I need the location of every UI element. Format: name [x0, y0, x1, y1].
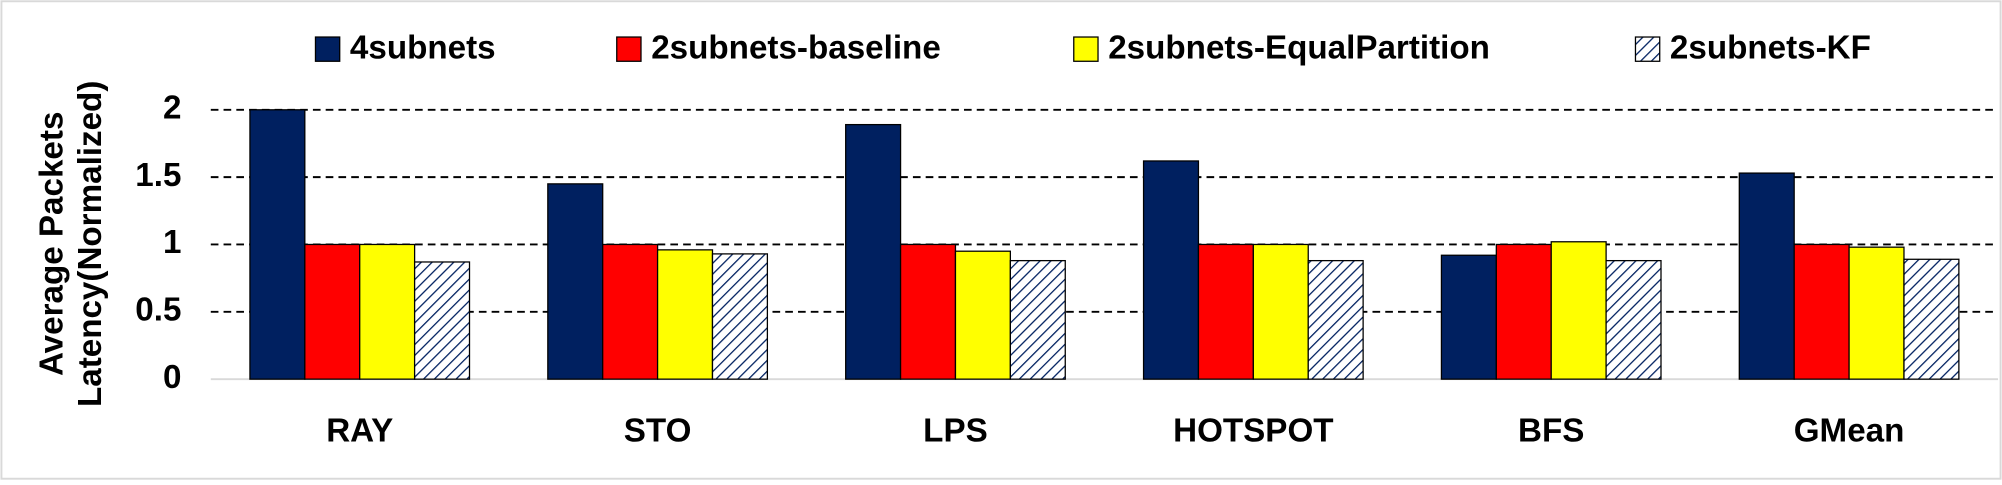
bar: [304, 243, 361, 380]
legend-label: 2subnets-EqualPartition: [1108, 30, 1490, 67]
y-tick-label: 1.5: [135, 157, 181, 194]
bar: [1009, 259, 1066, 380]
bar: [1197, 243, 1254, 380]
bar: [602, 243, 659, 380]
x-tick-label: LPS: [923, 413, 988, 450]
y-tick-label: 1: [163, 224, 181, 261]
bar: [711, 253, 769, 380]
legend-label: 4subnets: [350, 30, 496, 67]
bar: [954, 250, 1011, 380]
legend-swatch: [616, 36, 642, 62]
x-tick-label: GMean: [1794, 413, 1905, 450]
bar: [1142, 160, 1200, 380]
x-tick-label: RAY: [326, 413, 393, 450]
bar: [359, 243, 416, 380]
bar: [1307, 259, 1364, 380]
legend-label: 2subnets-baseline: [651, 30, 941, 67]
legend-label: 2subnets-KF: [1670, 30, 1871, 67]
bar: [1440, 254, 1497, 380]
bar: [1605, 259, 1662, 380]
bar: [1252, 243, 1309, 380]
x-tick-label: BFS: [1518, 413, 1584, 450]
bar: [1550, 241, 1607, 380]
bar: [1738, 172, 1795, 380]
legend-swatch: [314, 36, 341, 62]
y-tick-label: 0.5: [135, 292, 181, 329]
legend-swatch: [1073, 36, 1099, 62]
y-tick-label: 0: [163, 359, 181, 396]
bar: [413, 261, 471, 380]
y-axis-label: Average Packets: [34, 112, 71, 376]
bar: [1495, 243, 1552, 380]
bar: [547, 183, 604, 380]
legend-swatch: [1634, 36, 1661, 62]
bar: [845, 123, 902, 380]
y-tick-label: 2: [163, 90, 181, 127]
bar: [656, 249, 714, 380]
bar: [899, 243, 957, 380]
bar: [249, 109, 306, 380]
bar: [1848, 246, 1905, 380]
y-axis-label: Latency(Normalized): [72, 81, 109, 407]
bar: [1903, 258, 1960, 380]
bar: [1793, 243, 1850, 380]
x-tick-label: STO: [624, 413, 692, 450]
x-tick-label: HOTSPOT: [1173, 413, 1333, 450]
